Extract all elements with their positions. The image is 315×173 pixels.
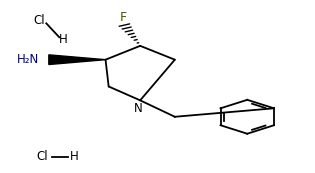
Text: H: H <box>59 33 67 46</box>
Text: Cl: Cl <box>34 14 45 27</box>
Text: H: H <box>70 150 78 163</box>
Text: H₂N: H₂N <box>17 53 39 66</box>
Polygon shape <box>49 55 106 65</box>
Text: N: N <box>134 102 143 115</box>
Text: Cl: Cl <box>37 150 48 163</box>
Text: F: F <box>119 11 126 24</box>
